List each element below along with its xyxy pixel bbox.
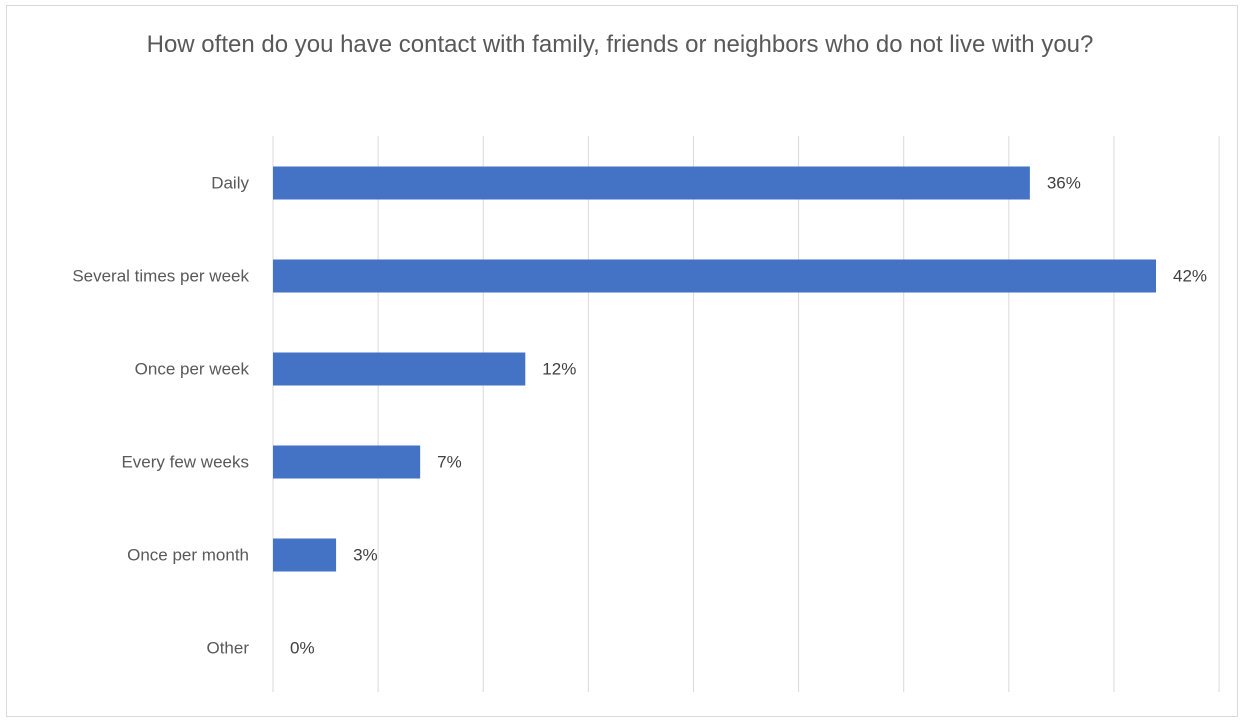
data-label: 42% xyxy=(1173,267,1207,286)
bar xyxy=(273,166,1030,200)
chart-frame xyxy=(6,5,1238,717)
data-label: 3% xyxy=(353,546,378,565)
data-label: 7% xyxy=(437,453,462,472)
bars xyxy=(273,166,1156,572)
data-label: 0% xyxy=(290,639,315,658)
category-labels: Daily Several times per week Once per week… xyxy=(72,174,249,658)
bar xyxy=(273,352,526,386)
value-labels: 36% 42% 12% 7% 3% 0% xyxy=(290,174,1207,658)
gridlines xyxy=(272,136,1220,692)
category-label: Several times per week xyxy=(72,267,249,286)
bar xyxy=(273,538,337,572)
category-label: Once per month xyxy=(127,546,249,565)
chart-title: How often do you have contact with famil… xyxy=(146,31,1094,58)
data-label: 12% xyxy=(542,360,576,379)
bar xyxy=(273,259,1156,293)
bar xyxy=(273,445,421,479)
category-label: Other xyxy=(206,639,249,658)
category-label: Every few weeks xyxy=(121,453,249,472)
data-label: 36% xyxy=(1047,174,1081,193)
category-label: Once per week xyxy=(135,360,250,379)
category-label: Daily xyxy=(211,174,249,193)
